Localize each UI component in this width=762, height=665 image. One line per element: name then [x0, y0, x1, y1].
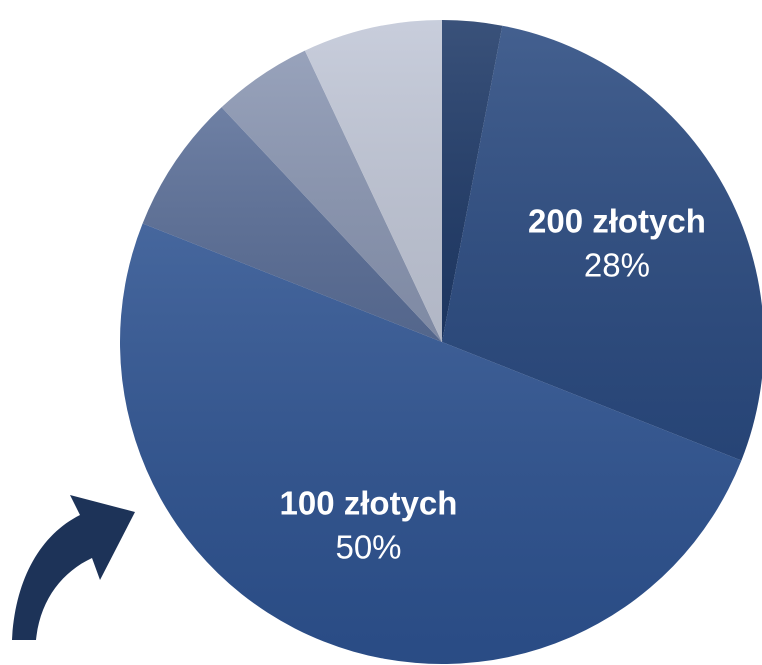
- slice-shade: [442, 20, 503, 342]
- slice-shade: [221, 50, 442, 342]
- slice-shade: [442, 25, 762, 461]
- slice-label: 200 złotych: [528, 203, 706, 240]
- pie: [120, 20, 762, 664]
- arrow: [12, 495, 135, 640]
- slice-shade: [304, 20, 442, 342]
- slice-shade: [142, 107, 442, 343]
- slice-label: 100 złotych: [280, 484, 458, 521]
- slice-value: 50%: [335, 528, 401, 565]
- slice-shade: [120, 223, 742, 664]
- slice-value: 28%: [584, 247, 650, 284]
